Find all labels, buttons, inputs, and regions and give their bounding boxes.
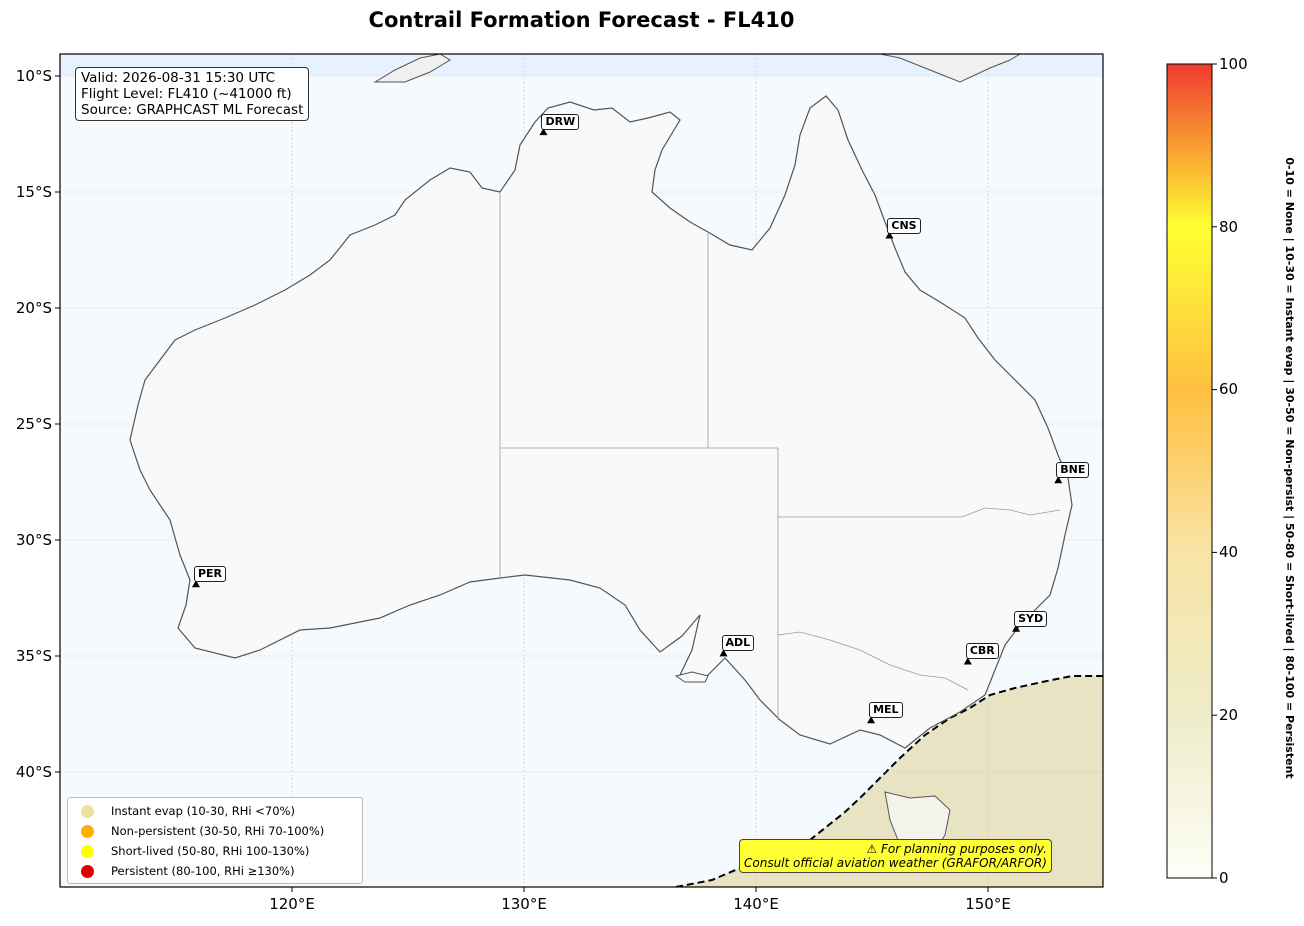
legend-swatch-icon xyxy=(81,844,94,858)
legend-label: Persistent (80-100, RHi ≥130%) xyxy=(111,864,295,878)
new-guinea xyxy=(879,54,1021,83)
colorbar-tick-label: 20 xyxy=(1219,706,1239,724)
legend-item: Short-lived (50-80, RHi 100-130%) xyxy=(68,841,362,861)
colorbar-tick-label: 100 xyxy=(1219,55,1248,73)
legend-label: Short-lived (50-80, RHi 100-130%) xyxy=(111,844,310,858)
timor-island xyxy=(373,54,451,83)
city-markers xyxy=(191,128,1063,724)
map-frame xyxy=(59,53,1104,888)
data-source: Source: GRAPHCAST ML Forecast xyxy=(81,102,304,118)
city-label-bne: BNE xyxy=(1056,462,1090,479)
y-label: 40°S xyxy=(15,763,52,781)
legend-item: Instant evap (10-30, RHi <70%) xyxy=(68,801,362,821)
city-marker-icon xyxy=(885,231,894,239)
city-label-mel: MEL xyxy=(869,702,903,719)
city-label-cns: CNS xyxy=(887,217,921,234)
colorbar-tick-label: 40 xyxy=(1219,543,1239,561)
city-marker-icon xyxy=(963,657,972,665)
colorbar-ticks xyxy=(1212,63,1217,879)
city-marker-icon xyxy=(867,716,876,724)
legend-swatch-icon xyxy=(81,864,94,878)
y-label: 20°S xyxy=(15,299,52,317)
flight-level: Flight Level: FL410 (~41000 ft) xyxy=(81,86,292,102)
valid-time: Valid: 2026-08-31 15:30 UTC xyxy=(81,70,276,86)
city-marker-icon xyxy=(1012,624,1021,632)
y-label: 30°S xyxy=(15,531,52,549)
y-label: 15°S xyxy=(15,183,52,201)
colorbar-label: 0-10 = None | 10-30 = Instant evap | 30-… xyxy=(1283,157,1296,779)
colorbar-tick-label: 0 xyxy=(1219,869,1229,887)
city-marker-icon xyxy=(539,128,548,136)
planning-warning: ⚠ For planning purposes only. Consult of… xyxy=(739,839,1052,873)
city-marker-icon xyxy=(719,649,728,657)
y-label: 25°S xyxy=(15,415,52,433)
legend: Instant evap (10-30, RHi <70%) Non-persi… xyxy=(67,797,363,884)
colorbar-tick-label: 80 xyxy=(1219,218,1239,236)
legend-swatch-icon xyxy=(81,804,94,818)
forecast-info-box: Valid: 2026-08-31 15:30 UTC Flight Level… xyxy=(75,67,310,121)
colorbar-tick-label: 60 xyxy=(1219,380,1239,398)
y-label: 10°S xyxy=(15,67,52,85)
city-label-drw: DRW xyxy=(541,114,580,131)
y-label: 35°S xyxy=(15,647,52,665)
axis-ticks xyxy=(55,75,989,892)
state-borders xyxy=(499,192,1061,720)
australia-landmass xyxy=(129,95,1073,749)
city-label-syd: SYD xyxy=(1014,610,1048,627)
top-band xyxy=(60,54,1103,76)
legend-label: Non-persistent (30-50, RHi 70-100%) xyxy=(111,824,325,838)
legend-swatch-icon xyxy=(81,824,94,838)
city-label-adl: ADL xyxy=(721,635,755,652)
chart-title: Contrail Formation Forecast - FL410 xyxy=(368,8,795,32)
kangaroo-island xyxy=(674,671,709,683)
legend-item: Persistent (80-100, RHi ≥130%) xyxy=(68,861,362,881)
x-label: 140°E xyxy=(733,895,779,913)
city-label-cbr: CBR xyxy=(965,643,999,660)
city-marker-icon xyxy=(1054,476,1063,484)
x-label: 150°E xyxy=(965,895,1011,913)
warning-line-2: Consult official aviation weather (GRAFO… xyxy=(744,856,1047,870)
city-marker-icon xyxy=(191,580,200,588)
city-label-per: PER xyxy=(193,566,226,583)
x-label: 120°E xyxy=(269,895,315,913)
colorbar xyxy=(1166,63,1213,879)
x-label: 130°E xyxy=(501,895,547,913)
warning-line-1: ⚠ For planning purposes only. xyxy=(866,842,1047,856)
legend-item: Non-persistent (30-50, RHi 70-100%) xyxy=(68,821,362,841)
forecast-region xyxy=(676,676,1103,887)
legend-label: Instant evap (10-30, RHi <70%) xyxy=(111,804,295,818)
